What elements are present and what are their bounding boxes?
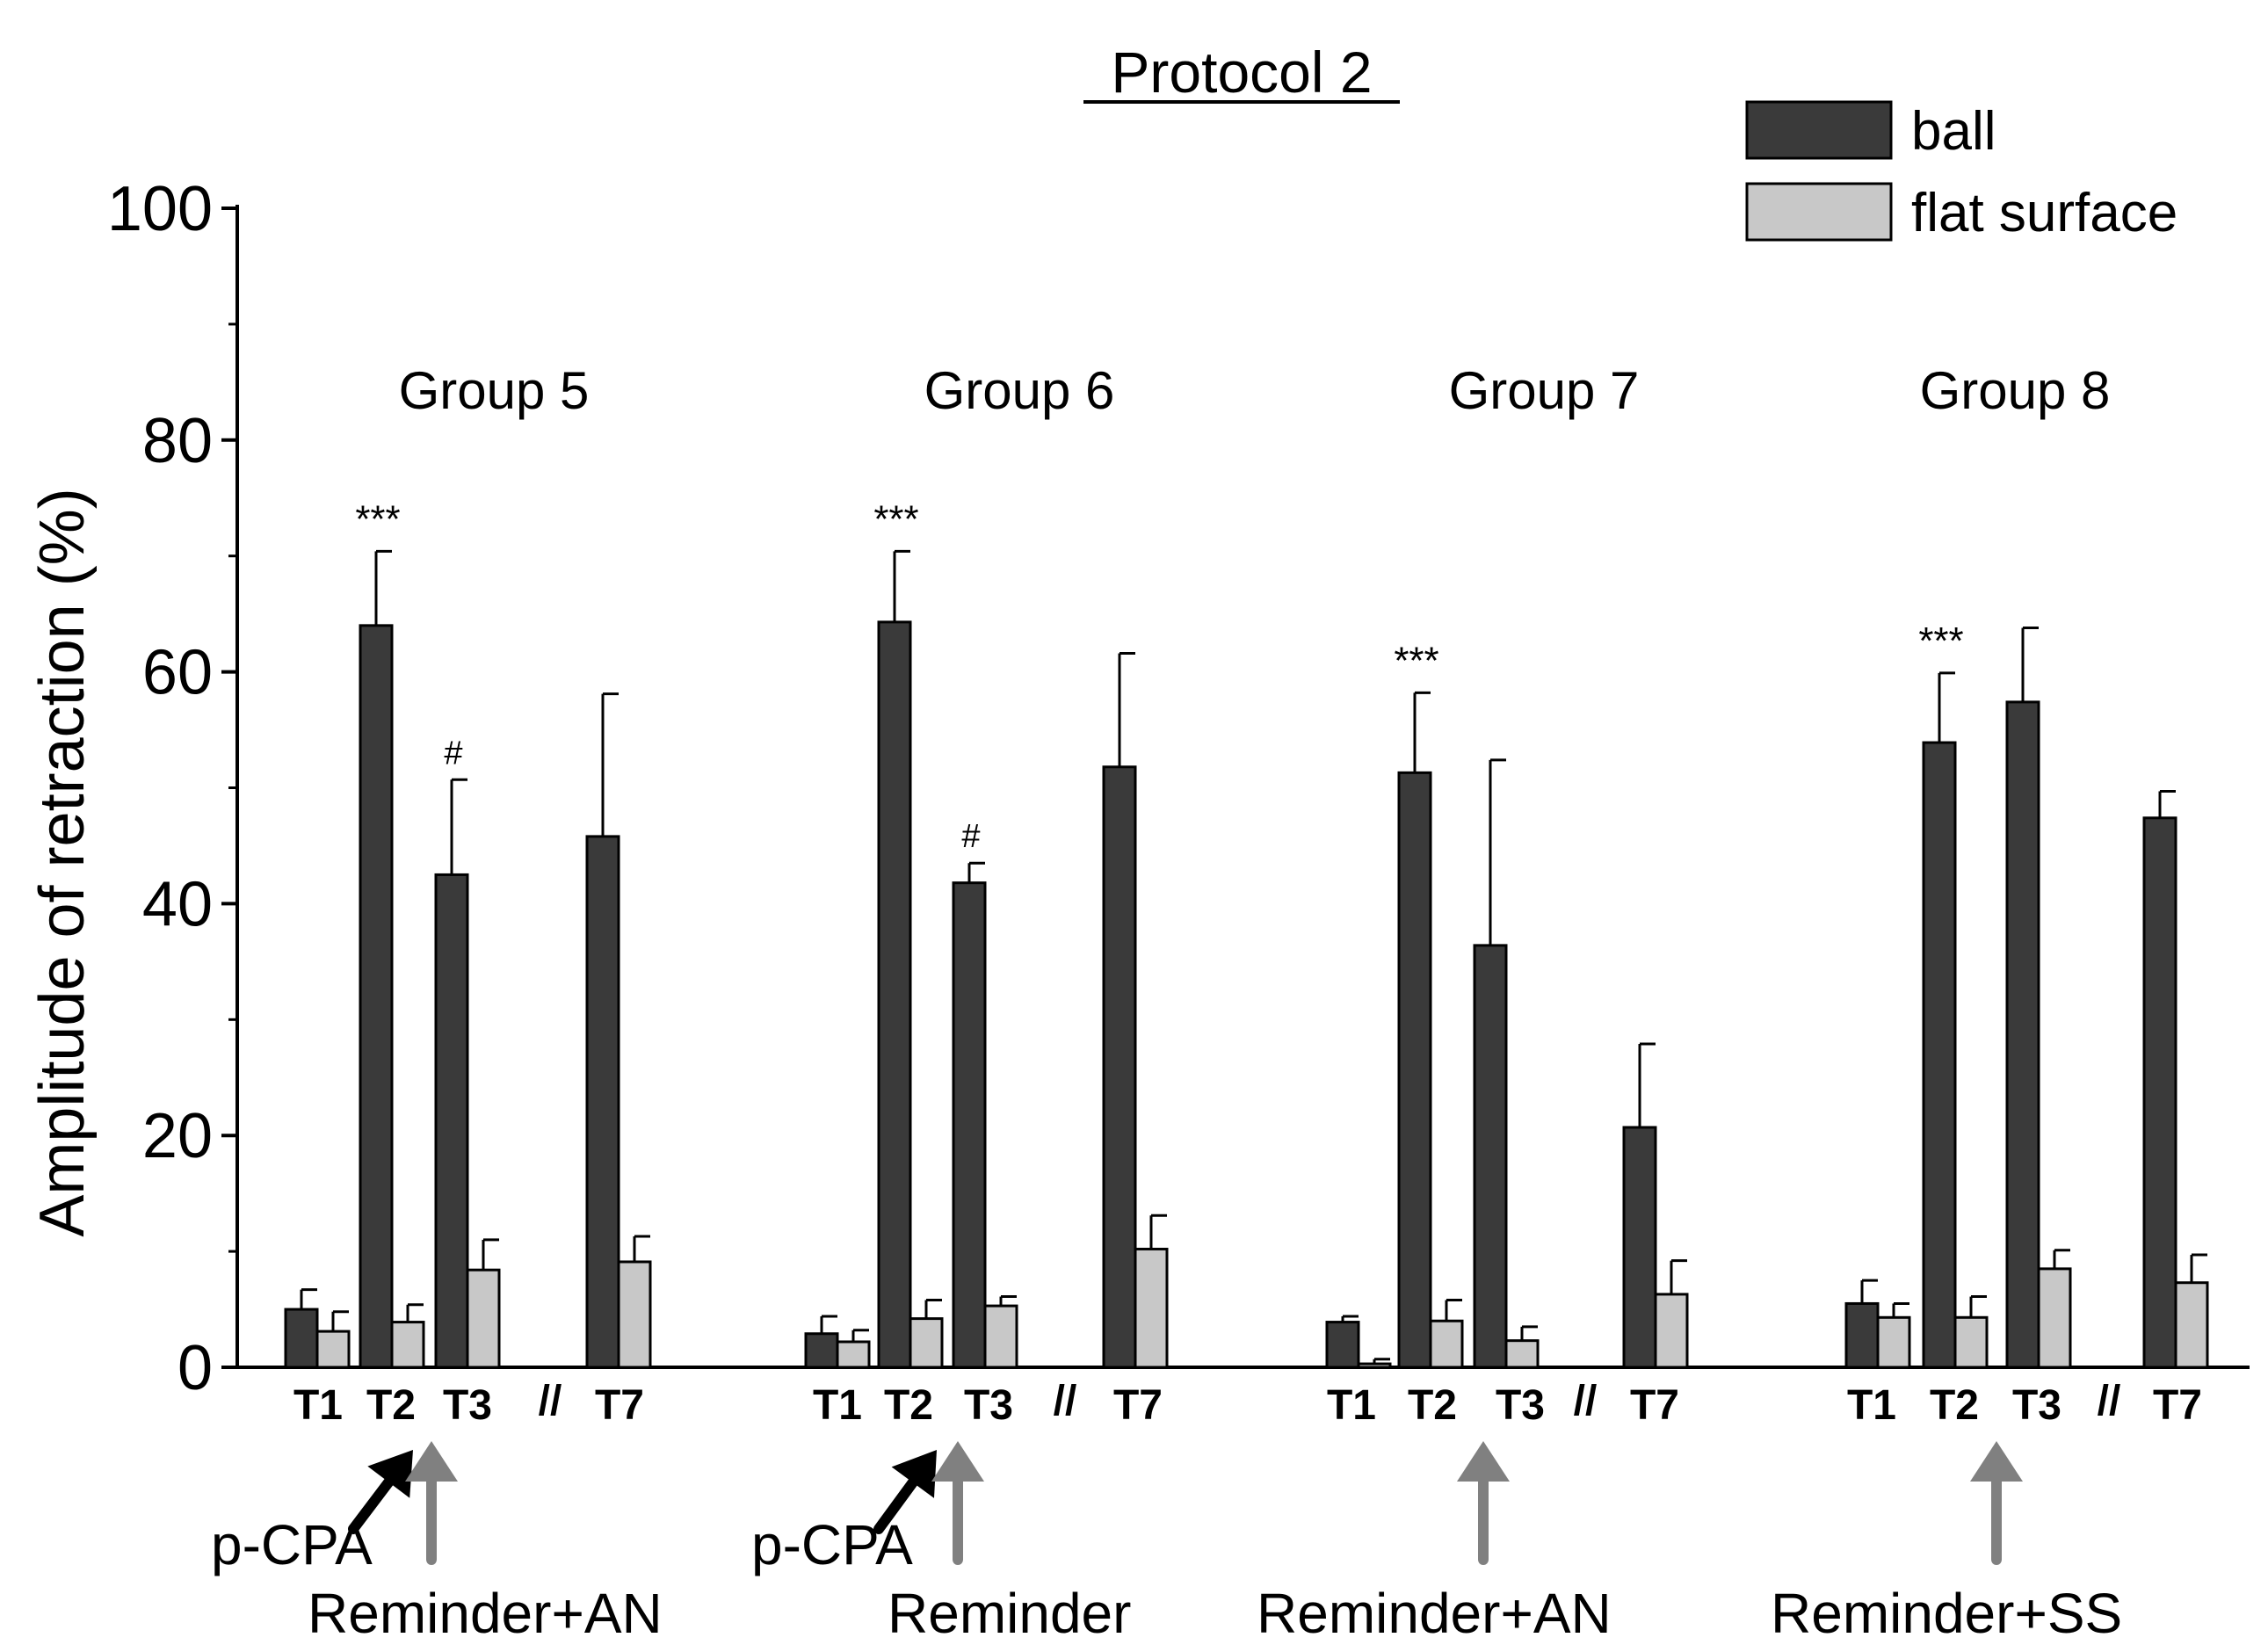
chart-title: Protocol 2 — [1111, 40, 1372, 105]
significance-stars: *** — [1918, 620, 1963, 663]
bar-flat-surface — [983, 1304, 1018, 1369]
legend-label-ball: ball — [1911, 101, 1996, 162]
bar-ball — [2142, 816, 2177, 1369]
y-axis-label: Amplitude of retraction (%) — [27, 488, 98, 1236]
arrow-black — [348, 1476, 395, 1534]
treatment-label: Reminder+AN — [308, 1582, 663, 1645]
bar-ball — [877, 620, 912, 1369]
title-layer: Protocol 2 — [1083, 40, 1400, 105]
treatment-label: p-CPA — [751, 1513, 913, 1576]
bar-flat-surface — [1876, 1315, 1911, 1369]
y-tick-label: 60 — [142, 638, 213, 708]
bar-flat-surface — [466, 1268, 501, 1369]
x-tick-label: T3 — [443, 1382, 492, 1429]
legend-swatch-ball — [1745, 100, 1893, 160]
x-tick-label: T7 — [1113, 1382, 1163, 1429]
arrow-head-gray — [405, 1441, 458, 1482]
x-tick-label: T1 — [1847, 1382, 1896, 1429]
bar-flat-surface — [1654, 1293, 1689, 1369]
arrow-head-black — [367, 1450, 413, 1498]
x-tick-label: T1 — [293, 1382, 343, 1429]
bar-flat-surface — [617, 1260, 652, 1369]
bar-flat-surface — [1953, 1315, 1989, 1369]
significance-stars: *** — [873, 497, 918, 540]
arrow-head-gray — [1970, 1441, 2023, 1482]
bar-ball — [585, 835, 620, 1369]
bar-flat-surface — [315, 1330, 351, 1369]
legend-label-flat-surface: flat surface — [1911, 183, 2177, 243]
x-tick-label: T7 — [2153, 1382, 2202, 1429]
bar-ball — [1325, 1321, 1360, 1369]
bar-ball — [2005, 700, 2040, 1369]
legend: ball flat surface — [1745, 100, 2177, 243]
significance-hash: # — [444, 735, 462, 772]
axis-break-mark: // — [539, 1378, 562, 1424]
bar-ball — [359, 624, 394, 1369]
significance-hash: # — [961, 818, 980, 855]
bar-ball — [952, 881, 987, 1369]
bar-ball — [1844, 1301, 1880, 1369]
bar-flat-surface — [1429, 1319, 1464, 1369]
x-tick-label: T2 — [1930, 1382, 1979, 1429]
y-tick-label: 100 — [107, 174, 213, 244]
bar-ball — [804, 1332, 839, 1369]
group-label: Group 6 — [924, 361, 1115, 420]
axis-break-mark: // — [2098, 1378, 2121, 1424]
x-tick-label: T2 — [1408, 1382, 1457, 1429]
treatment-label: p-CPA — [211, 1513, 373, 1576]
group-label: Group 7 — [1449, 361, 1640, 420]
significance-stars: *** — [1394, 639, 1438, 682]
y-tick-label: 80 — [142, 406, 213, 476]
bar-flat-surface — [1357, 1362, 1392, 1369]
bar-flat-surface — [2037, 1267, 2072, 1369]
bar-flat-surface — [836, 1340, 871, 1369]
x-tick-label: T3 — [2012, 1382, 2061, 1429]
bars — [284, 549, 2209, 1369]
bar-ball — [434, 873, 469, 1369]
treatment-label: Reminder+AN — [1257, 1582, 1612, 1645]
bar-flat-surface — [2174, 1281, 2209, 1369]
bar-flat-surface — [1134, 1247, 1169, 1369]
significance-stars: *** — [355, 497, 400, 540]
treatment-label: Reminder+SS — [1771, 1582, 2122, 1645]
y-tick-label: 0 — [178, 1333, 213, 1403]
x-tick-label: T1 — [813, 1382, 862, 1429]
x-tick-label: T1 — [1327, 1382, 1376, 1429]
group-labels: Group 5 Group 6 Group 7 Group 8 — [399, 361, 2111, 420]
x-tick-label: T2 — [366, 1382, 416, 1429]
treatment-label: Reminder — [888, 1582, 1131, 1645]
bar-ball — [1473, 944, 1508, 1369]
y-tick-label: 40 — [142, 869, 213, 939]
legend-swatch-flat-surface — [1745, 182, 1893, 242]
bar-flat-surface — [1504, 1339, 1540, 1369]
group-label: Group 5 — [399, 361, 590, 420]
bar-ball — [1397, 771, 1432, 1369]
bar-flat-surface — [390, 1321, 425, 1369]
arrow-head-gray — [931, 1441, 984, 1482]
axis-break-mark: // — [1574, 1378, 1598, 1424]
bar-ball — [1622, 1126, 1657, 1369]
arrow-head-gray — [1457, 1441, 1510, 1482]
axis-break-mark: // — [1054, 1378, 1077, 1424]
axes: 0 20 40 60 80 100 Amplitude of retraction (%) — [27, 174, 2250, 1403]
bar-flat-surface — [909, 1317, 944, 1369]
x-tick-label: T7 — [595, 1382, 644, 1429]
x-tick-label: T2 — [884, 1382, 933, 1429]
bar-ball — [1102, 765, 1137, 1369]
x-tick-label: T7 — [1630, 1382, 1679, 1429]
y-tick-label: 20 — [142, 1101, 213, 1171]
bar-ball — [284, 1308, 319, 1369]
arrow-head-black — [891, 1450, 937, 1498]
bar-ball — [1922, 741, 1957, 1369]
x-tick-label: T3 — [964, 1382, 1013, 1429]
arrow-black — [873, 1477, 918, 1534]
x-tick-label: T3 — [1496, 1382, 1545, 1429]
group-label: Group 8 — [1920, 361, 2111, 420]
